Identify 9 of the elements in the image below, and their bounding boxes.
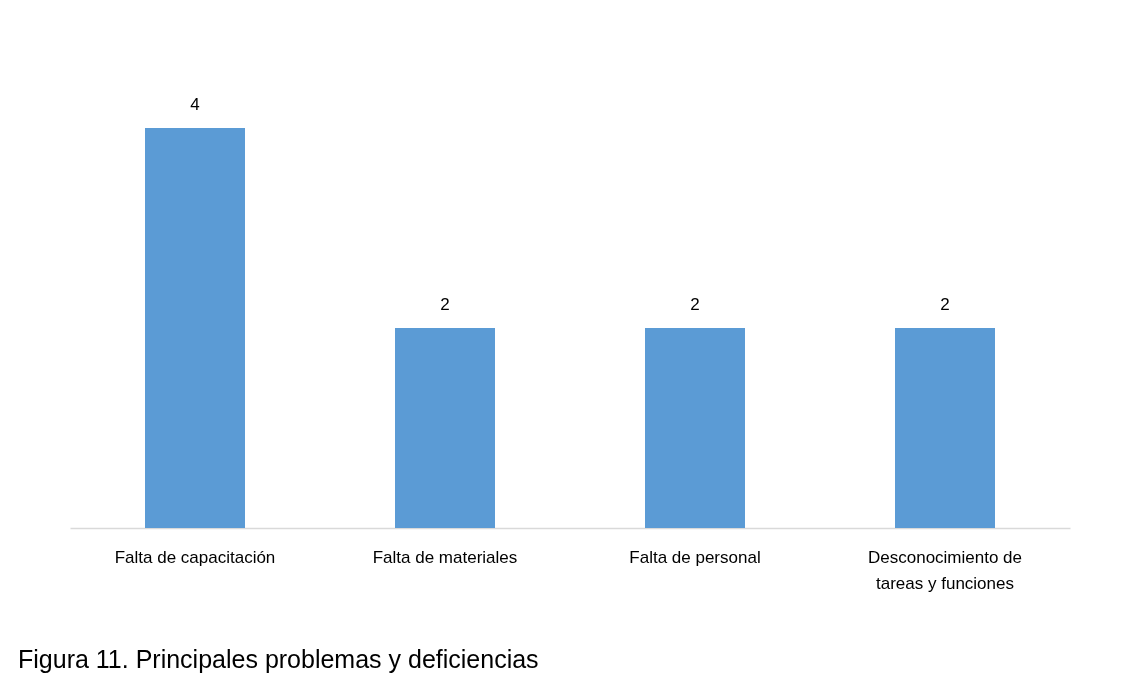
data-label: 4 (190, 95, 200, 114)
x-tick-label: Desconocimiento de tareas y funciones (867, 548, 1023, 593)
data-label: 2 (440, 295, 450, 314)
x-tick-label: Falta de materiales (372, 548, 518, 567)
data-label: 2 (690, 295, 700, 314)
x-tick-label: Falta de personal (629, 548, 761, 567)
x-tick-label: Falta de capacitación (114, 548, 276, 567)
data-label: 2 (940, 295, 950, 314)
text: Figura 11. Principales problemas y deficiencias (18, 645, 539, 673)
